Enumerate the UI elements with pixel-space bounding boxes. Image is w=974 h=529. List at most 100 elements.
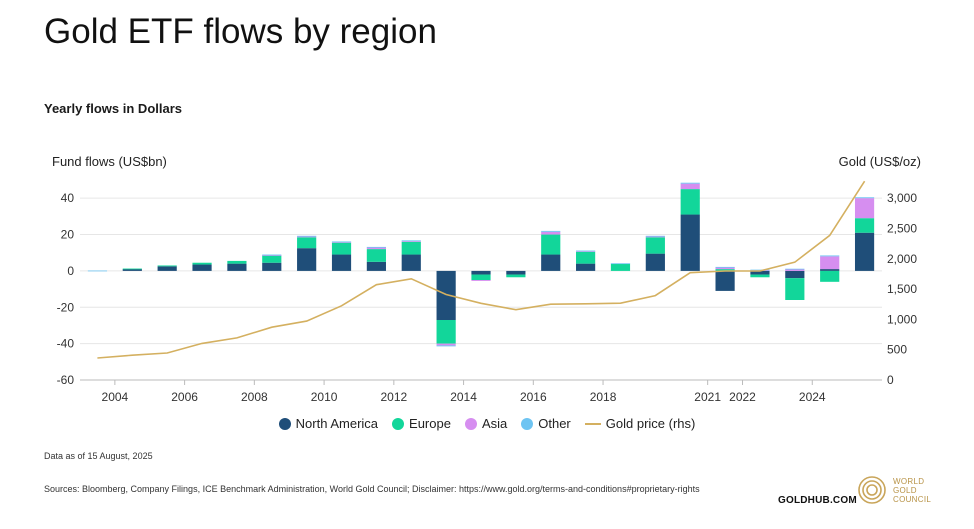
legend-label-asia: Asia	[481, 416, 508, 431]
legend-label-north-america: North America	[295, 416, 379, 431]
bar-europe-2015	[506, 274, 526, 278]
bar-other-2019	[645, 235, 665, 237]
x-tick-label: 2012	[380, 390, 407, 404]
y2-tick-label: 1,500	[887, 282, 917, 296]
bar-europe-2021	[715, 269, 735, 271]
bar-asia-2021	[715, 267, 735, 270]
bar-north_america-2010	[331, 254, 352, 271]
bar-europe-2005	[157, 265, 177, 267]
bar-north_america-2015	[506, 270, 526, 275]
goldhub-link[interactable]: GOLDHUB.COM	[778, 495, 857, 506]
bar-europe-2017	[576, 251, 596, 264]
bar-europe-2019	[645, 237, 665, 254]
bar-other-2017	[576, 250, 596, 252]
bar-asia-2020	[680, 183, 700, 190]
y-axis-label-left: Fund flows (US$bn)	[52, 154, 167, 169]
x-tick-label: 2014	[450, 390, 477, 404]
bar-asia-2023	[785, 269, 805, 271]
x-tick-label: 2010	[311, 390, 338, 404]
bar-other-2008	[262, 254, 282, 256]
bar-other-2021	[715, 266, 735, 268]
bar-asia-2010	[331, 241, 352, 243]
bar-other-2022	[750, 269, 770, 271]
y-axis-label-right: Gold (US$/oz)	[838, 154, 921, 169]
bar-north_america-2014	[471, 270, 491, 275]
bar-asia-2016	[541, 231, 561, 235]
chart-subtitle: Yearly flows in Dollars	[44, 101, 182, 116]
bar-europe-2025	[854, 218, 875, 233]
legend-item-gold-price[interactable]: Gold price (rhs)	[584, 416, 696, 431]
bar-other-2009	[297, 235, 317, 237]
y-tick-label: -40	[57, 337, 75, 351]
legend-item-north-america[interactable]: North America	[278, 416, 379, 431]
bar-other-2016	[541, 230, 561, 232]
bar-north_america-2020	[680, 214, 700, 271]
x-tick-label: 2022	[729, 390, 756, 404]
bar-other-2025	[854, 197, 875, 199]
y-tick-label: -20	[57, 300, 75, 314]
legend-label-gold-price: Gold price (rhs)	[605, 416, 696, 431]
bar-europe-2022	[750, 274, 770, 278]
x-tick-label: 2008	[241, 390, 268, 404]
y2-tick-label: 500	[887, 343, 907, 357]
y2-tick-label: 2,000	[887, 252, 917, 266]
bar-north_america-2016	[541, 254, 561, 271]
bar-north_america-2012	[401, 254, 421, 271]
bar-other-2024	[820, 255, 840, 257]
bar-asia-2014	[471, 280, 491, 281]
bar-europe-2009	[297, 237, 317, 249]
x-tick-label: 2018	[590, 390, 617, 404]
bar-europe-2011	[366, 249, 386, 262]
bar-europe-2020	[680, 189, 700, 215]
legend-item-europe[interactable]: Europe	[392, 416, 451, 431]
x-tick-label: 2016	[520, 390, 547, 404]
y-tick-label: 20	[61, 228, 75, 242]
bar-north_america-2017	[576, 263, 596, 271]
bar-north_america-2009	[297, 248, 317, 271]
x-tick-label: 2006	[171, 390, 198, 404]
y-tick-label: 0	[67, 264, 74, 278]
sources-text: Sources: Bloomberg, Company Filings, ICE…	[44, 484, 700, 494]
bar-north_america-2025	[854, 232, 875, 271]
bar-europe-2012	[401, 241, 421, 255]
data-date-note: Data as of 15 August, 2025	[44, 451, 153, 461]
wgc-logo-icon	[858, 476, 886, 504]
legend-label-europe: Europe	[409, 416, 451, 431]
bar-north_america-2004	[122, 269, 142, 271]
bar-north_america-2011	[366, 261, 386, 271]
bar-europe-2010	[331, 242, 352, 255]
bar-north_america-2005	[157, 266, 177, 271]
bar-europe-2023	[785, 278, 805, 300]
legend-label-other: Other	[538, 416, 571, 431]
bar-europe-2016	[541, 234, 561, 255]
y-tick-label: 40	[61, 191, 75, 205]
legend-item-other[interactable]: Other	[521, 416, 571, 431]
bar-other-2012	[401, 240, 421, 242]
legend-item-asia[interactable]: Asia	[464, 416, 508, 431]
bar-asia-2019	[645, 236, 665, 238]
bar-other-2013	[436, 345, 456, 347]
legend-swatch-north-america	[278, 417, 291, 430]
bar-asia-2008	[262, 255, 282, 256]
gold-price-line	[97, 180, 866, 359]
y2-tick-label: 2,500	[887, 221, 917, 235]
bar-north_america-2007	[227, 263, 247, 271]
bar-europe-2018	[610, 263, 631, 271]
bar-asia-2012	[401, 240, 421, 242]
bar-north_america-2019	[645, 253, 665, 271]
bar-north_america-2024	[820, 269, 840, 271]
bar-asia-2024	[820, 256, 840, 270]
x-tick-label: 2024	[799, 390, 826, 404]
bar-other-2020	[680, 182, 700, 184]
legend-swatch-other	[521, 417, 534, 430]
chart-title: Gold ETF flows by region	[44, 12, 437, 51]
bar-north_america-2021	[715, 270, 735, 291]
legend-swatch-gold-price	[584, 422, 601, 425]
bar-europe-2008	[262, 255, 282, 263]
y2-tick-label: 1,000	[887, 312, 917, 326]
bar-other-2023	[785, 268, 805, 270]
bar-asia-2011	[366, 247, 386, 250]
wgc-logo-text: WORLD GOLD COUNCIL	[893, 476, 932, 504]
bar-europe-2006	[192, 262, 212, 265]
